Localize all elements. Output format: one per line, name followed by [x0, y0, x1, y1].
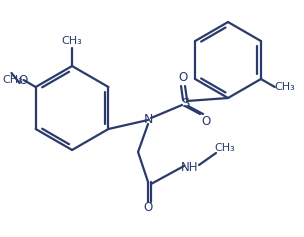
Text: O: O [18, 73, 27, 87]
Text: O: O [202, 115, 211, 128]
Text: S: S [181, 96, 189, 109]
Text: O: O [143, 201, 153, 214]
Text: NH: NH [181, 161, 199, 174]
Text: CH₃: CH₃ [215, 143, 235, 153]
Text: CH₃: CH₃ [2, 75, 23, 85]
Text: CH₃: CH₃ [62, 36, 82, 46]
Text: O: O [178, 71, 188, 83]
Text: N: N [143, 114, 153, 127]
Text: CH₃: CH₃ [275, 82, 295, 92]
